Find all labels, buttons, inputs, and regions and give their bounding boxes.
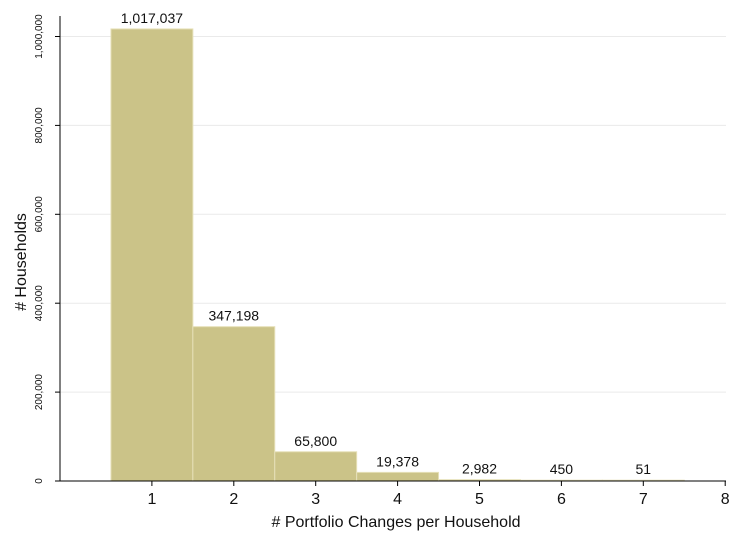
- y-tick-label: 0: [34, 478, 45, 484]
- y-tick-label: 1,000,000: [34, 14, 45, 59]
- bar-value-label: 450: [550, 461, 574, 477]
- x-tick-label: 4: [393, 491, 402, 508]
- y-ticks: 0 200,000 400,000 600,000 800,000 1,000,000: [34, 14, 60, 484]
- x-tick-label: 6: [557, 491, 566, 508]
- data-labels: 1,017,037 347,198 65,800 19,378 2,982 450 51: [121, 10, 652, 477]
- y-tick-label: 800,000: [34, 107, 45, 144]
- axes: [59, 16, 726, 482]
- bar: [192, 326, 276, 482]
- y-tick-label: 200,000: [34, 374, 45, 411]
- bar-value-label: 51: [636, 461, 652, 477]
- x-tick-label: 7: [639, 491, 648, 508]
- y-tick-label: 400,000: [34, 285, 45, 322]
- y-tick-label: 600,000: [34, 196, 45, 233]
- x-tick-label: 8: [721, 491, 730, 508]
- y-axis-title: # Households: [13, 213, 30, 311]
- bar-value-label: 1,017,037: [121, 10, 183, 26]
- bar-value-label: 19,378: [376, 453, 419, 469]
- bar-value-label: 65,800: [294, 433, 337, 449]
- bar: [356, 471, 440, 482]
- bar-value-label: 347,198: [208, 308, 259, 324]
- bars: [110, 28, 685, 482]
- bar: [274, 451, 358, 482]
- x-tick-label: 5: [475, 491, 484, 508]
- bar: [110, 28, 194, 482]
- bar-value-label: 2,982: [462, 461, 497, 477]
- x-ticks: 1 2 3 4 5 6 7 8: [147, 481, 730, 508]
- x-tick-label: 3: [311, 491, 320, 508]
- x-tick-label: 1: [147, 491, 156, 508]
- x-tick-label: 2: [229, 491, 238, 508]
- x-axis-title: # Portfolio Changes per Household: [271, 514, 520, 531]
